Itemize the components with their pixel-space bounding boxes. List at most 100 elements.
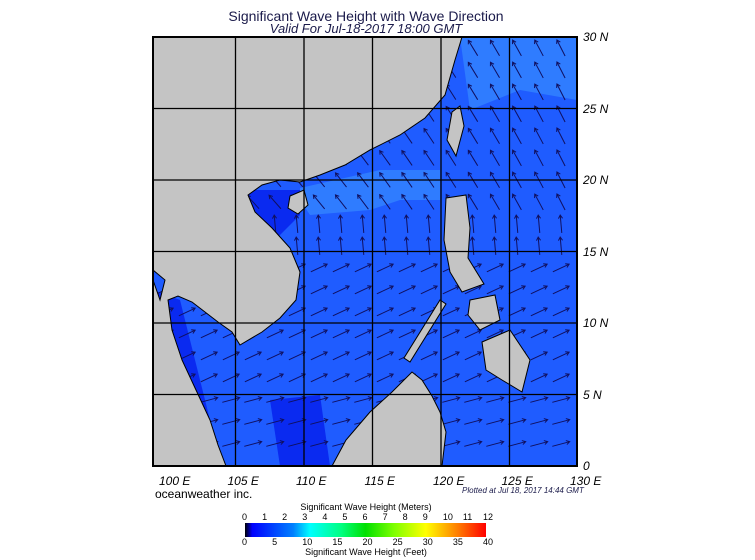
chart-subtitle: Valid For Jul-18-2017 18:00 GMT xyxy=(269,21,463,36)
wave-arrow xyxy=(332,396,351,403)
wave-arrow xyxy=(294,214,299,234)
wave-arrow xyxy=(398,263,417,273)
wave-arrow xyxy=(486,285,505,295)
wave-arrow xyxy=(467,193,479,210)
wave-arrow xyxy=(354,329,373,339)
wave-arrow xyxy=(552,440,571,447)
wave-arrow xyxy=(244,373,263,383)
chart-title: Significant Wave Height with Wave Direct… xyxy=(228,8,504,24)
wave-arrow xyxy=(489,61,500,79)
wave-arrow xyxy=(200,373,219,383)
y-tick-label: 25 N xyxy=(583,101,609,116)
wave-arrow xyxy=(334,194,347,210)
wave-arrow xyxy=(530,263,549,273)
wave-arrow xyxy=(404,214,409,234)
land-mainland-asia xyxy=(152,36,463,467)
wave-arrow xyxy=(332,351,351,361)
wave-arrow xyxy=(511,39,522,57)
wave-arrow xyxy=(489,83,500,101)
wave-arrow xyxy=(508,440,527,447)
wave-arrow xyxy=(268,194,282,210)
wave-arrow xyxy=(310,373,329,383)
wave-arrow xyxy=(423,149,435,166)
wave-arrow xyxy=(514,214,519,234)
wave-arrow xyxy=(354,373,373,383)
wave-arrow xyxy=(360,214,365,234)
wave-arrow xyxy=(489,39,500,57)
wave-arrow xyxy=(200,351,219,361)
wave-arrow xyxy=(332,307,351,317)
wave-arrow xyxy=(552,396,571,403)
wave-arrow xyxy=(266,440,285,447)
y-tick-label: 10 N xyxy=(583,316,609,330)
wave-arrow xyxy=(379,149,391,166)
wave-arrow xyxy=(508,285,527,295)
wave-arrow xyxy=(312,194,326,210)
wave-arrow xyxy=(556,83,566,101)
wave-arrow xyxy=(426,214,431,234)
wave-arrow xyxy=(467,149,479,166)
wave-arrow xyxy=(420,285,439,295)
plotted-label: Plotted at Jul 18, 2017 14:44 GMT xyxy=(462,486,584,495)
wave-arrow xyxy=(486,418,505,425)
wave-arrow xyxy=(511,149,522,167)
colorbar-tick-feet: 10 xyxy=(302,537,313,547)
wave-arrow xyxy=(489,127,500,145)
wave-arrow xyxy=(310,307,329,317)
wave-arrow xyxy=(316,214,321,234)
wave-arrow xyxy=(536,214,541,234)
colorbar-tick-feet: 0 xyxy=(242,537,248,547)
colorbar-title-meters: Significant Wave Height (Meters) xyxy=(300,502,432,512)
wave-arrow xyxy=(401,149,413,166)
wave-arrow xyxy=(222,418,241,425)
y-tick-label: 0 xyxy=(583,459,590,473)
wave-arrow xyxy=(470,214,475,234)
wave-arrow xyxy=(332,329,351,339)
wave-arrow xyxy=(467,83,479,100)
wave-arrow xyxy=(467,61,479,78)
wave-arrow xyxy=(445,149,457,166)
wave-arrow xyxy=(442,440,461,447)
wave-arrow xyxy=(310,418,329,425)
wave-arrow xyxy=(423,193,435,210)
colorbar-tick-meters: 3 xyxy=(302,512,308,522)
wave-arrow xyxy=(244,396,263,403)
wave-arrow xyxy=(244,351,263,361)
wave-arrow xyxy=(266,351,285,361)
wave-arrow xyxy=(530,440,549,447)
wave-arrow xyxy=(222,373,241,383)
y-tick-label: 5 N xyxy=(583,387,602,402)
wave-arrow xyxy=(558,214,563,234)
wave-arrow xyxy=(556,61,566,79)
wave-arrow xyxy=(486,396,505,403)
wave-arrow xyxy=(511,127,522,145)
wave-arrow xyxy=(354,307,373,317)
wave-arrow xyxy=(552,373,571,383)
wave-arrow xyxy=(511,83,522,101)
wave-arrow xyxy=(464,418,483,425)
wave-arrow xyxy=(534,127,544,145)
colorbar-tick-feet: 40 xyxy=(483,537,494,547)
wave-arrow xyxy=(310,440,329,447)
wave-arrow xyxy=(266,418,285,425)
wave-arrow xyxy=(244,418,263,425)
land-palawan xyxy=(403,299,447,363)
colorbar xyxy=(245,523,486,537)
colorbar-title-feet: Significant Wave Height (Feet) xyxy=(305,547,427,557)
wave-arrow xyxy=(508,418,527,425)
wave-arrow xyxy=(222,351,241,361)
wave-arrow xyxy=(534,83,544,101)
wave-arrow xyxy=(534,61,544,79)
wave-arrow xyxy=(357,194,369,210)
wave-arrow xyxy=(552,329,571,339)
wave-arrow xyxy=(332,285,351,295)
land-taiwan xyxy=(446,105,465,158)
wave-arrow xyxy=(508,263,527,273)
land-luzon xyxy=(443,194,485,293)
wave-arrow xyxy=(398,285,417,295)
wave-arrow xyxy=(511,61,522,79)
colorbar-tick-feet: 20 xyxy=(362,537,373,547)
land-borneo xyxy=(331,371,447,467)
wave-arrow xyxy=(420,373,439,383)
